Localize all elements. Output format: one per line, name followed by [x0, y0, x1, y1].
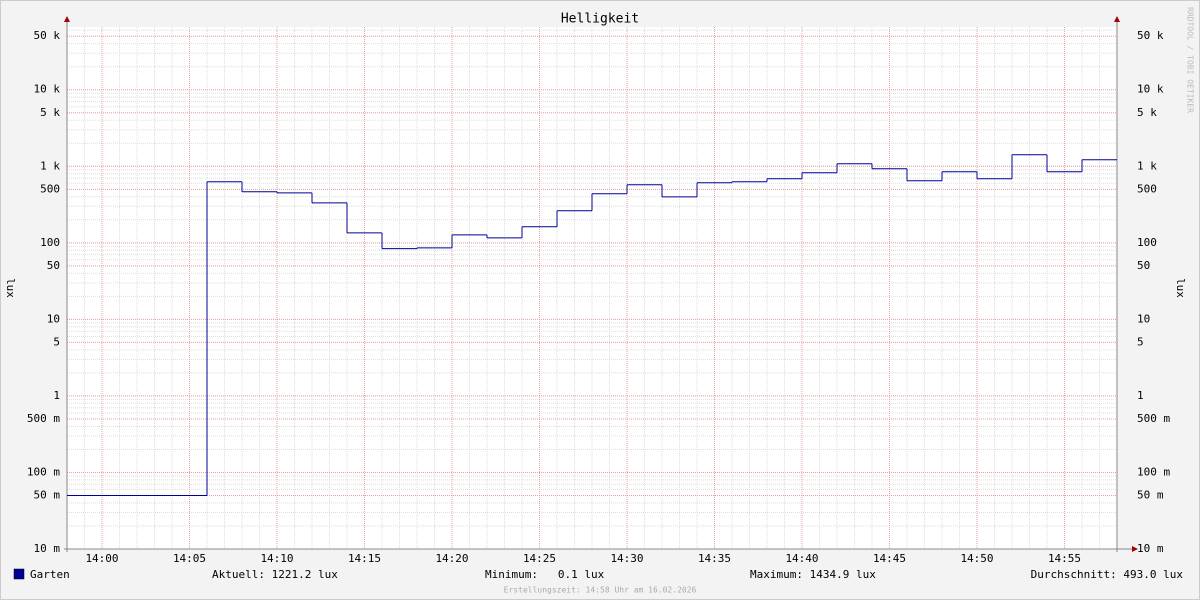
y-tick-label: 5 k [40, 106, 60, 119]
footer: Erstellungszeit: 14:58 Uhr am 16.02.2026 [504, 586, 697, 595]
y-tick-label: 100 [40, 236, 60, 249]
x-tick-label: 14:40 [785, 552, 818, 565]
y2-tick-label: 500 [1137, 182, 1157, 195]
x-tick-label: 14:55 [1048, 552, 1081, 565]
y-tick-label: 50 k [34, 29, 61, 42]
legend-stat: Minimum: 0.1 lux [485, 568, 605, 581]
y-tick-label: 10 k [34, 83, 61, 96]
y2-tick-label: 50 m [1137, 488, 1164, 501]
y-tick-label: 50 [47, 259, 60, 272]
legend-stat: Maximum: 1434.9 lux [750, 568, 876, 581]
y-tick-label: 10 [47, 312, 60, 325]
x-tick-label: 14:10 [260, 552, 293, 565]
legend-label: Garten [30, 568, 70, 581]
axis-arrow [1132, 546, 1138, 552]
y2-axis-label: lux [1174, 278, 1187, 298]
y2-tick-label: 5 k [1137, 106, 1157, 119]
y-tick-label: 500 m [27, 412, 60, 425]
x-tick-label: 14:30 [610, 552, 643, 565]
x-tick-label: 14:00 [85, 552, 118, 565]
y2-tick-label: 500 m [1137, 412, 1170, 425]
axis-arrow [64, 16, 70, 22]
x-tick-label: 14:05 [173, 552, 206, 565]
y-tick-label: 50 m [34, 488, 61, 501]
y2-tick-label: 10 [1137, 312, 1150, 325]
y2-tick-label: 1 k [1137, 159, 1157, 172]
y2-tick-label: 10 k [1137, 83, 1164, 96]
axis-arrow [1114, 16, 1120, 22]
x-tick-label: 14:15 [348, 552, 381, 565]
y2-tick-label: 5 [1137, 335, 1144, 348]
y-axis-label: lux [4, 278, 17, 298]
y2-tick-label: 10 m [1137, 542, 1164, 555]
legend-stat: Durchschnitt: 493.0 lux [1031, 568, 1184, 581]
y-tick-label: 1 k [40, 159, 60, 172]
legend-stat: Aktuell: 1221.2 lux [212, 568, 338, 581]
x-tick-label: 14:25 [523, 552, 556, 565]
y-tick-label: 10 m [34, 542, 61, 555]
y-tick-label: 1 [53, 389, 60, 402]
legend-swatch [13, 568, 25, 580]
y2-tick-label: 100 m [1137, 465, 1170, 478]
y2-tick-label: 50 k [1137, 29, 1164, 42]
y-tick-label: 5 [53, 335, 60, 348]
x-tick-label: 14:45 [873, 552, 906, 565]
y-tick-label: 100 m [27, 465, 60, 478]
y-tick-label: 500 [40, 182, 60, 195]
x-tick-label: 14:50 [960, 552, 993, 565]
y2-tick-label: 1 [1137, 389, 1144, 402]
watermark: RRDTOOL / TOBI OETIKER [1186, 7, 1195, 113]
y2-tick-label: 100 [1137, 236, 1157, 249]
x-tick-label: 14:20 [435, 552, 468, 565]
x-tick-label: 14:35 [698, 552, 731, 565]
y2-tick-label: 50 [1137, 259, 1150, 272]
chart-title: Helligkeit [561, 12, 639, 27]
